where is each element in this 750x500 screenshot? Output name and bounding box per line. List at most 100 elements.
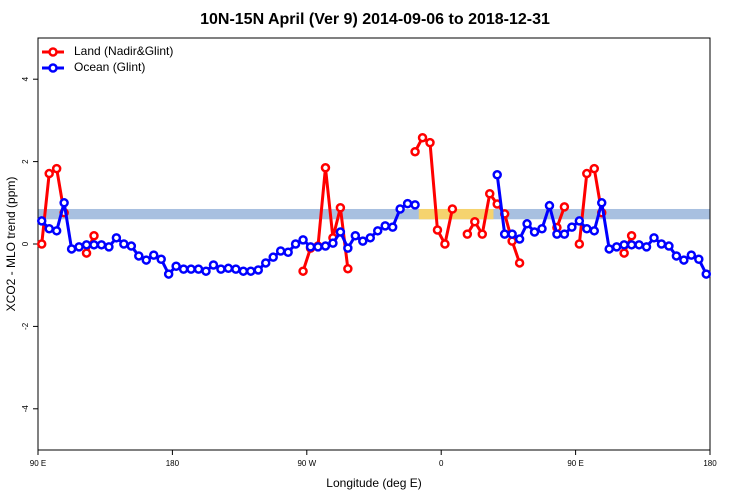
data-point [372, 226, 383, 236]
data-point [268, 252, 278, 262]
data-point [283, 247, 293, 257]
data-point [380, 221, 390, 231]
data-point [544, 200, 555, 211]
data-point [81, 248, 92, 258]
data-point [111, 233, 122, 243]
data-point [649, 233, 659, 243]
legend-label: Ocean (Glint) [74, 60, 145, 74]
data-point [492, 170, 502, 180]
data-point [178, 264, 189, 274]
x-tick-label: 180 [703, 459, 717, 468]
y-tick-label: 0 [21, 241, 30, 246]
data-point [163, 269, 174, 279]
data-point [582, 224, 592, 234]
x-tick-label: 90 E [30, 459, 46, 468]
data-point [298, 235, 308, 245]
data-point [507, 229, 517, 239]
data-point [365, 233, 376, 243]
data-point [81, 240, 92, 250]
data-point [313, 242, 323, 252]
y-tick-label: 2 [21, 159, 30, 164]
data-point [619, 240, 629, 250]
data-point [350, 231, 361, 241]
data-point [537, 224, 547, 234]
legend-label: Land (Nadir&Glint) [74, 44, 173, 58]
x-tick-label: 90 E [567, 459, 583, 468]
data-point [462, 229, 473, 239]
data-point [559, 202, 570, 212]
x-tick-label: 180 [166, 459, 180, 468]
data-point [432, 225, 443, 235]
data-point [238, 266, 249, 276]
data-point [522, 219, 532, 229]
y-tick-label: -2 [21, 322, 30, 330]
data-point [298, 266, 308, 276]
data-point [477, 229, 488, 239]
data-point [320, 241, 331, 251]
data-point [626, 240, 637, 250]
data-point [589, 226, 600, 236]
data-point [260, 258, 271, 268]
data-point [470, 217, 480, 227]
data-point [410, 200, 420, 210]
data-point [156, 254, 166, 264]
data-point [664, 241, 674, 251]
data-point [694, 254, 704, 264]
data-point [686, 250, 697, 260]
data-point [619, 248, 629, 258]
data-point [36, 239, 47, 249]
data-point [417, 132, 428, 143]
x-tick-label: 0 [439, 459, 444, 468]
data-point [231, 264, 241, 274]
data-point [425, 137, 435, 148]
y-axis-label: XCO2 - MLO trend (ppm) [4, 177, 18, 312]
data-point [552, 229, 562, 239]
data-point [335, 227, 346, 237]
band-highlight [418, 208, 494, 220]
data-point [395, 204, 405, 214]
chart-title: 10N-15N April (Ver 9) 2014-09-06 to 2018… [200, 11, 550, 28]
data-point [290, 239, 301, 249]
data-point [358, 236, 368, 246]
x-tick-label: 90 W [297, 459, 316, 468]
legend-swatch-point [48, 47, 58, 57]
data-point [44, 224, 54, 234]
data-point [89, 240, 99, 250]
data-point [559, 229, 570, 239]
data-point [671, 251, 682, 261]
data-point [679, 255, 689, 265]
data-point [387, 222, 398, 232]
data-point [223, 263, 234, 274]
data-point [201, 266, 211, 276]
data-point [89, 231, 99, 241]
data-point [335, 202, 346, 213]
reference-band [38, 208, 710, 220]
data-point [193, 264, 204, 274]
data-point [59, 198, 69, 208]
data-point [604, 244, 614, 254]
data-point [499, 229, 510, 239]
data-point [410, 146, 420, 157]
data-point [626, 231, 637, 241]
data-point [343, 263, 353, 274]
y-tick-label: -4 [21, 405, 30, 413]
data-point [596, 198, 607, 208]
data-point [119, 239, 129, 249]
data-point [656, 239, 667, 249]
data-point [134, 251, 144, 261]
data-point [440, 239, 450, 249]
data-point [141, 255, 152, 265]
data-point [701, 269, 712, 279]
data-point [171, 261, 181, 271]
data-point [514, 258, 525, 268]
data-point [246, 266, 256, 276]
data-point [529, 227, 540, 237]
data-point [275, 246, 286, 256]
data-point [574, 239, 585, 249]
data-point [589, 163, 600, 174]
data-point [343, 243, 353, 253]
data-point [44, 168, 54, 179]
data-point [96, 240, 107, 250]
data-point [634, 240, 644, 250]
data-point [484, 188, 495, 199]
